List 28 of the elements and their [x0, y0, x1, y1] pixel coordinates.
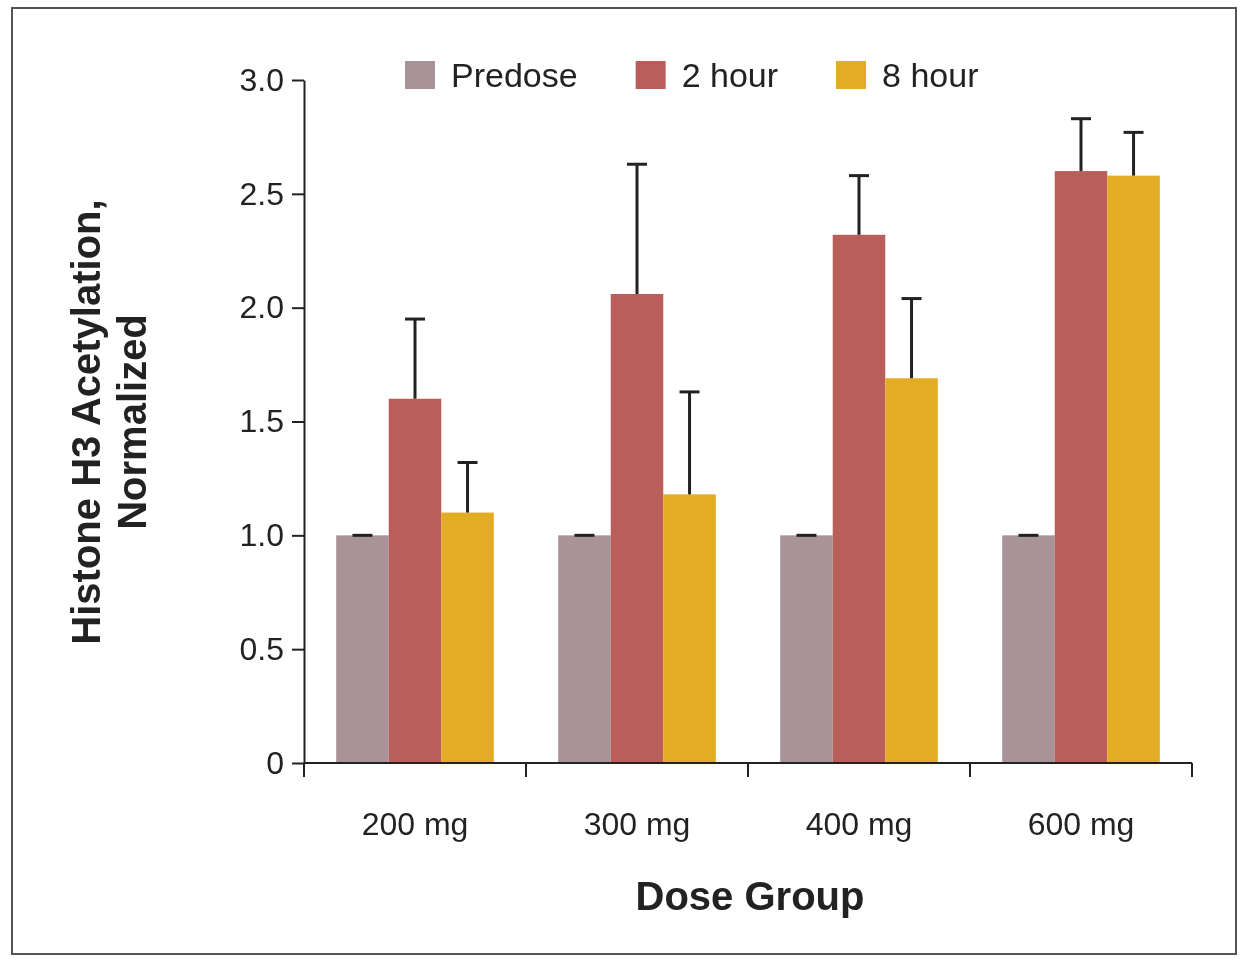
bar — [832, 234, 886, 763]
y-axis-title: Histone H3 Acetylation, Normalized — [64, 199, 154, 645]
y-tick-label: 3.0 — [239, 61, 284, 98]
x-tick-label: 300 mg — [583, 806, 691, 842]
legend-label: 2 hour — [681, 56, 779, 94]
x-tick-label: 600 mg — [1027, 806, 1135, 842]
y-tick-label: 2.0 — [239, 289, 284, 326]
y-tick-label: 1.5 — [239, 403, 284, 440]
bar — [1054, 171, 1108, 763]
y-tick-label: 0.5 — [239, 630, 284, 667]
bar — [441, 512, 494, 763]
x-tick-label: 400 mg — [805, 806, 913, 842]
bar — [336, 535, 389, 763]
bar — [558, 535, 611, 763]
y-tick-label: 2.5 — [239, 175, 284, 212]
bar — [610, 294, 664, 763]
bar — [1002, 535, 1055, 763]
bar — [780, 535, 833, 763]
legend-label: 8 hour — [882, 56, 979, 94]
bar — [663, 494, 716, 763]
bar — [388, 398, 442, 763]
x-tick-label: 200 mg — [361, 806, 469, 842]
bar — [885, 378, 938, 763]
y-tick-label: 1.0 — [239, 517, 284, 554]
x-axis-title: Dose Group — [635, 874, 865, 918]
y-tick-label: 0 — [266, 744, 284, 781]
bar — [1107, 175, 1160, 763]
legend-label: Predose — [451, 56, 578, 94]
